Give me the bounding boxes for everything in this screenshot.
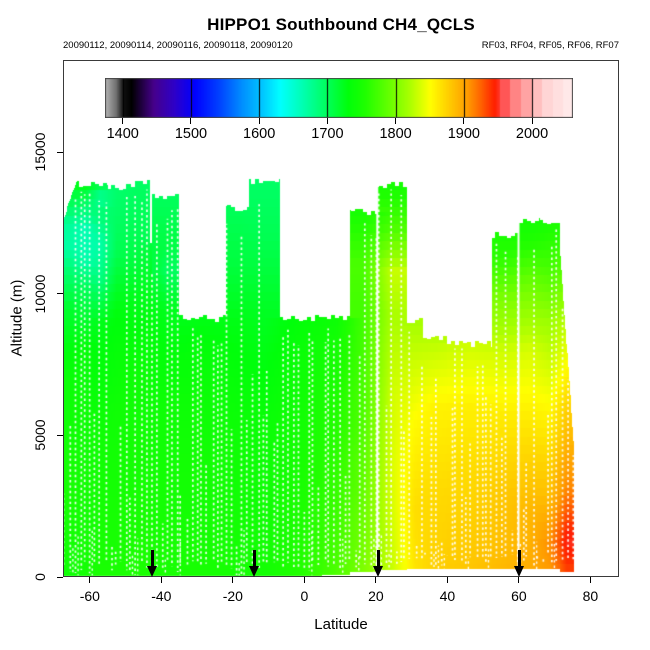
- arrow-stem: [252, 550, 256, 566]
- heatmap-canvas: [63, 60, 619, 577]
- x-axis-tick: [232, 577, 234, 583]
- y-axis-tick: [57, 434, 63, 436]
- flight-boundary-arrow: [147, 550, 158, 577]
- arrow-head-icon: [514, 566, 525, 577]
- y-tick-label: 15000: [32, 132, 48, 172]
- x-axis-title: Latitude: [314, 616, 368, 633]
- y-tick-label: 0: [32, 573, 48, 581]
- x-axis-tick: [518, 577, 520, 583]
- flight-dates-subtitle: 20090112, 20090114, 20090116, 20090118, …: [63, 40, 293, 51]
- arrow-head-icon: [147, 566, 158, 577]
- x-tick-label: 0: [300, 588, 309, 604]
- arrow-head-icon: [249, 566, 260, 577]
- colorbar-tick: [258, 118, 260, 124]
- colorbar-tick-label: 1700: [311, 126, 344, 142]
- colorbar-tick-label: 1800: [379, 126, 412, 142]
- x-tick-label: 60: [511, 588, 527, 604]
- colorbar-tick-label: 1400: [106, 126, 139, 142]
- x-axis-tick: [160, 577, 162, 583]
- y-axis-title: Altitude (m): [8, 279, 26, 357]
- x-tick-label: 40: [439, 588, 456, 604]
- colorbar: [105, 78, 573, 118]
- x-tick-label: -40: [151, 588, 172, 604]
- y-tick-label: 5000: [32, 419, 48, 451]
- x-axis-tick: [89, 577, 91, 583]
- flight-boundary-arrow: [514, 550, 525, 577]
- arrow-stem: [151, 550, 154, 566]
- x-tick-label: -20: [222, 588, 243, 604]
- colorbar-tick: [326, 118, 328, 124]
- colorbar-tick: [531, 118, 533, 124]
- chart-title: HIPPO1 Southbound CH4_QCLS: [207, 15, 475, 34]
- arrow-stem: [377, 550, 380, 566]
- flight-numbers-subtitle: RF03, RF04, RF05, RF06, RF07: [481, 40, 619, 51]
- colorbar-tick-label: 1600: [243, 126, 276, 142]
- colorbar-tick: [395, 118, 397, 124]
- x-axis-tick: [589, 577, 591, 583]
- flight-boundary-arrow: [373, 550, 384, 577]
- arrow-head-icon: [373, 566, 384, 577]
- x-tick-label: 20: [368, 588, 384, 604]
- colorbar-tick-label: 1500: [174, 126, 208, 142]
- x-axis-tick: [303, 577, 305, 583]
- colorbar-tick-label: 2000: [515, 126, 549, 142]
- y-axis-tick: [57, 293, 63, 295]
- y-tick-label: 10000: [32, 274, 48, 314]
- x-tick-label: -60: [79, 588, 100, 604]
- arrow-stem: [517, 550, 521, 566]
- colorbar-tick: [463, 118, 465, 124]
- y-axis-tick: [57, 151, 63, 153]
- x-tick-label: 80: [582, 588, 599, 604]
- x-axis-tick: [446, 577, 448, 583]
- y-axis-tick: [57, 576, 63, 578]
- x-axis-tick: [375, 577, 377, 583]
- colorbar-tick-label: 1900: [447, 126, 480, 142]
- flight-boundary-arrow: [249, 550, 260, 577]
- colorbar-tick: [190, 118, 192, 124]
- colorbar-tick: [122, 118, 124, 124]
